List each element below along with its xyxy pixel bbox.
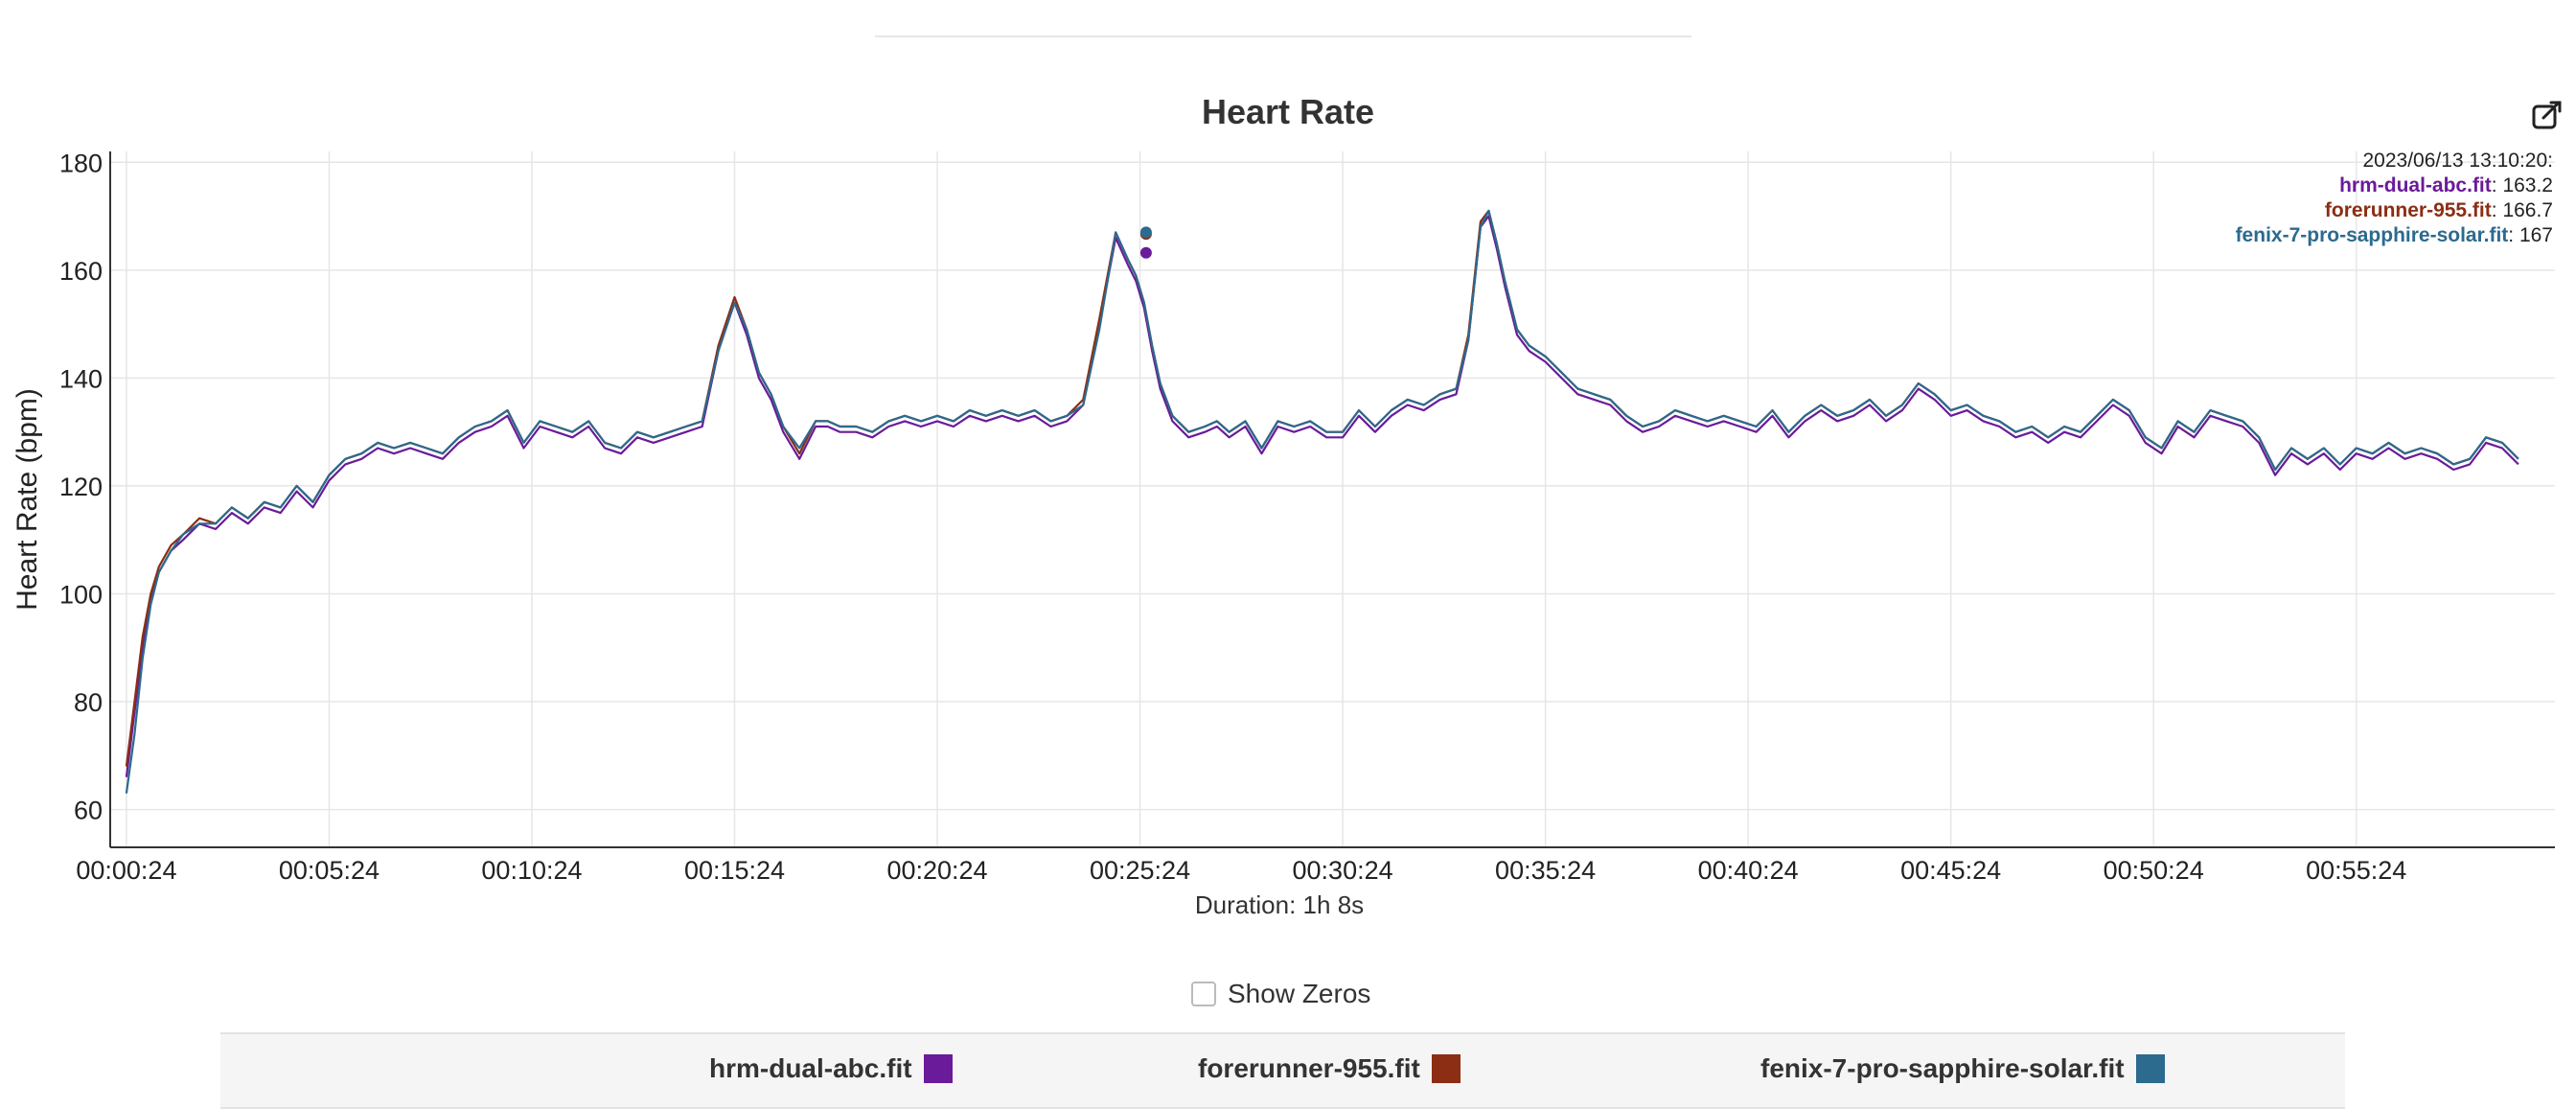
series-line-3 (125, 209, 2519, 794)
x-tick-label: 00:40:24 (1698, 856, 1799, 885)
x-tick-label: 00:20:24 (886, 856, 987, 885)
y-axis-title: Heart Rate (bpm) (12, 388, 43, 611)
show-zeros-checkbox[interactable] (1191, 982, 1216, 1006)
y-tick-label: 120 (59, 473, 103, 501)
x-tick-label: 00:05:24 (279, 856, 380, 885)
y-tick-label: 100 (59, 580, 103, 609)
legend-swatch (923, 1054, 953, 1083)
legend-swatch (1431, 1054, 1460, 1083)
x-tick-label: 00:30:24 (1293, 856, 1393, 885)
hover-entry-forerunner: forerunner-955.fit: 166.7 (2324, 199, 2553, 221)
x-tick-label: 00:25:24 (1090, 856, 1190, 885)
hover-time: 2023/06/13 13:10:20: (2362, 150, 2553, 172)
legend: hrm-dual-abc.fit forerunner-955.fit feni… (220, 1032, 2345, 1109)
hover-marker-1 (1139, 246, 1152, 259)
x-tick-label: 00:35:24 (1495, 856, 1596, 885)
x-tick-label: 00:45:24 (1900, 856, 2001, 885)
show-zeros-label: Show Zeros (1228, 979, 1371, 1008)
legend-item-fenix[interactable]: fenix-7-pro-sapphire-solar.fit (1760, 1053, 2165, 1084)
y-tick-label: 160 (59, 257, 103, 286)
top-divider (875, 35, 1691, 37)
y-tick-label: 180 (59, 149, 103, 177)
x-tick-label: 00:15:24 (684, 856, 785, 885)
x-tick-label: 00:55:24 (2306, 856, 2406, 885)
series-line-2 (125, 209, 2519, 767)
hover-readout: 2023/06/13 13:10:20: hrm-dual-abc.fit: 1… (2236, 149, 2553, 248)
external-edit-icon[interactable] (2530, 99, 2564, 133)
x-tick-label: 00:50:24 (2104, 856, 2204, 885)
x-axis-label: Duration: 1h 8s (1194, 890, 1365, 919)
legend-label: hrm-dual-abc.fit (709, 1053, 912, 1083)
show-zeros-toggle[interactable]: Show Zeros (1191, 979, 1370, 1009)
hover-marker-3 (1139, 226, 1152, 239)
legend-item-forerunner[interactable]: forerunner-955.fit (1198, 1053, 1460, 1084)
x-tick-label: 00:10:24 (481, 856, 582, 885)
y-tick-label: 140 (59, 364, 103, 393)
legend-swatch (2135, 1054, 2165, 1083)
y-tick-label: 60 (74, 797, 103, 825)
x-tick-label: 00:00:24 (76, 856, 176, 885)
heart-rate-chart: 60 80 100 120 140 160 180 00:00:24 00:05:24 00:10… (12, 149, 2555, 885)
hover-entry-fenix: fenix-7-pro-sapphire-solar.fit: 167 (2235, 224, 2553, 246)
y-tick-label: 80 (74, 688, 103, 717)
legend-label: fenix-7-pro-sapphire-solar.fit (1760, 1053, 2125, 1083)
chart-title: Heart Rate (1201, 92, 1375, 131)
hover-entry-hrm: hrm-dual-abc.fit: 163.2 (2339, 174, 2553, 196)
series-line-1 (125, 215, 2519, 777)
legend-item-hrm[interactable]: hrm-dual-abc.fit (709, 1053, 953, 1084)
legend-label: forerunner-955.fit (1198, 1053, 1420, 1083)
